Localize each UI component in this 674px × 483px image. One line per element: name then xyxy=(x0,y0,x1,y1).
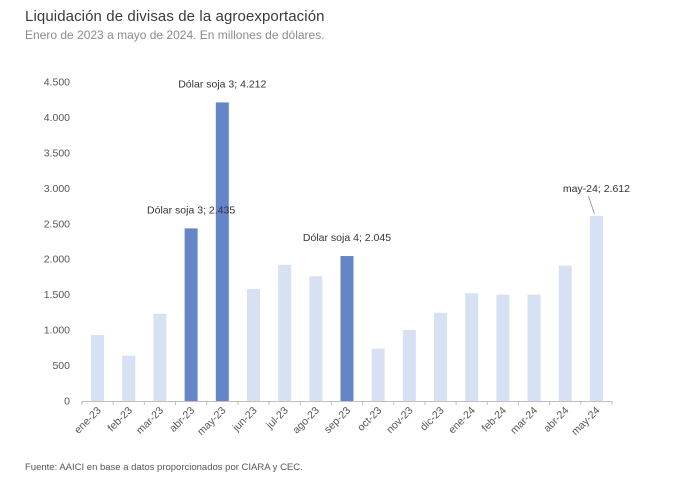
data-label: may-24; 2.612 xyxy=(563,183,630,195)
bar-feb-24 xyxy=(496,294,510,401)
source-note: Fuente: AAICI en base a datos proporcion… xyxy=(25,462,303,473)
bar-may-23 xyxy=(215,102,229,401)
data-label: Dólar soja 3; 2.435 xyxy=(147,204,235,216)
bar-abr-23 xyxy=(184,228,198,401)
bar-mar-24 xyxy=(527,294,541,401)
x-tick-label: abr-24 xyxy=(541,405,571,435)
x-tick-label: may-24 xyxy=(569,405,602,438)
y-tick-label: 0 xyxy=(64,396,70,408)
x-tick-label: feb-24 xyxy=(479,405,509,435)
bar-feb-23 xyxy=(122,355,136,401)
x-tick-label: ene-23 xyxy=(72,405,104,437)
x-tick-label: ago-23 xyxy=(290,405,322,437)
bar-may-24 xyxy=(589,215,603,401)
bar-mar-23 xyxy=(153,313,167,401)
data-label-leader xyxy=(588,195,595,214)
y-tick-label: 1.500 xyxy=(44,289,70,301)
chart-title: Liquidación de divisas de la agroexporta… xyxy=(25,8,325,25)
x-tick-label: feb-23 xyxy=(105,405,135,435)
y-axis: 0 500 1.000 1.500 2.000 2.500 3.000 3.500 4.000 4… xyxy=(44,77,70,408)
bar-abr-24 xyxy=(558,265,572,401)
x-tick-label: ene-24 xyxy=(446,405,478,437)
x-tick-label: oct-23 xyxy=(355,405,384,434)
bar-ene-23 xyxy=(91,335,105,401)
x-tick-label: sep-23 xyxy=(322,405,353,436)
y-tick-label: 2.000 xyxy=(44,254,70,266)
y-tick-label: 1.000 xyxy=(44,325,70,337)
data-label: Dólar soja 3; 4.212 xyxy=(178,78,266,90)
chart-subtitle: Enero de 2023 a mayo de 2024. En millone… xyxy=(25,28,325,42)
bar-sep-23 xyxy=(340,256,354,401)
bar-dic-23 xyxy=(434,312,448,401)
bars-group xyxy=(91,102,603,401)
bar-jun-23 xyxy=(246,288,260,401)
y-tick-label: 500 xyxy=(52,360,70,372)
x-tick-label: abr-23 xyxy=(167,405,197,435)
y-tick-label: 4.500 xyxy=(44,77,70,89)
x-tick-label: jul-23 xyxy=(263,405,290,432)
bar-ene-24 xyxy=(465,293,479,401)
x-tick-label: may-23 xyxy=(195,405,228,438)
bar-nov-23 xyxy=(402,330,416,401)
data-label: Dólar soja 4; 2.045 xyxy=(303,232,391,244)
bar-jul-23 xyxy=(278,264,292,401)
y-tick-label: 3.000 xyxy=(44,183,70,195)
bar-oct-23 xyxy=(371,348,385,401)
y-tick-label: 3.500 xyxy=(44,147,70,159)
y-tick-label: 4.000 xyxy=(44,112,70,124)
x-tick-label: mar-24 xyxy=(508,405,540,437)
annotations-group: Dólar soja 3; 2.435 Dólar soja 3; 4.212 Dó… xyxy=(147,78,630,244)
x-tick-label: mar-23 xyxy=(134,405,166,437)
y-tick-label: 2.500 xyxy=(44,218,70,230)
x-tick-label: nov-23 xyxy=(384,405,415,436)
bar-ago-23 xyxy=(309,276,323,401)
x-tick-label: dic-23 xyxy=(418,405,447,434)
x-tick-label: jun-23 xyxy=(230,405,260,435)
